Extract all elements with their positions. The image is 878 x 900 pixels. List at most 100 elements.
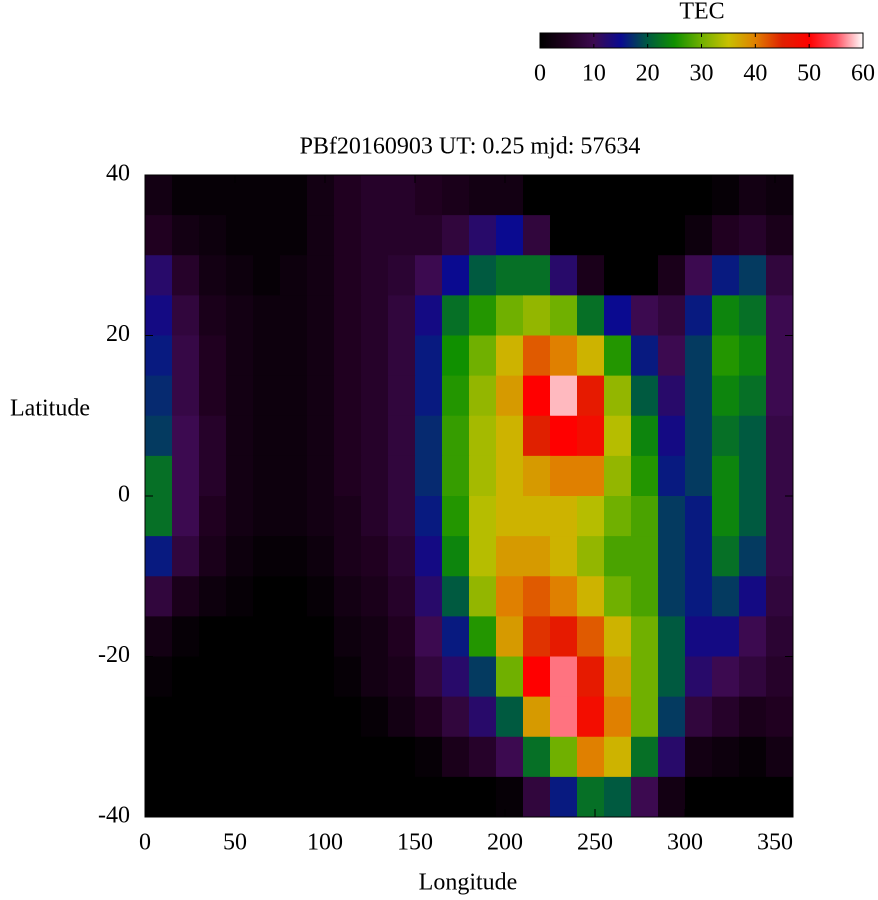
heat-cell (388, 576, 416, 617)
heat-cell (523, 736, 551, 778)
heat-cell (334, 656, 362, 698)
heat-cell (469, 776, 497, 818)
heat-cell (442, 175, 470, 216)
heat-cell (631, 616, 659, 657)
colorbar-title: TEC (679, 0, 724, 25)
heat-cell (361, 335, 389, 377)
heat-cell (631, 335, 659, 377)
heat-cell (604, 375, 632, 417)
heat-cell (226, 455, 254, 497)
heat-cell (496, 295, 524, 336)
heat-cell (469, 295, 497, 336)
heat-cell (739, 736, 767, 778)
heat-cell (361, 415, 389, 457)
heat-cell (685, 335, 713, 377)
heat-cell (388, 536, 416, 577)
heat-cell (334, 255, 362, 296)
heat-cell (604, 736, 632, 778)
x-tick-label: 350 (757, 830, 793, 856)
heat-cell (631, 576, 659, 617)
heat-cell (307, 616, 335, 657)
heat-cell (577, 496, 605, 537)
heat-cell (739, 215, 767, 256)
heat-cell (226, 375, 254, 417)
heat-cell (307, 175, 335, 216)
heat-cell (550, 175, 578, 216)
heat-cell (658, 696, 686, 738)
heat-cell (496, 415, 524, 457)
heat-cell (766, 335, 794, 377)
heat-cell (469, 536, 497, 577)
heat-cell (685, 616, 713, 657)
heat-cell (172, 375, 200, 417)
heat-cell (631, 455, 659, 497)
heat-cell (388, 496, 416, 537)
heat-cell (631, 375, 659, 417)
heat-cell (307, 375, 335, 417)
heat-cell (253, 656, 281, 698)
heat-cell (739, 496, 767, 537)
heat-cell (712, 375, 740, 417)
colorbar-tick-label: 40 (743, 61, 767, 87)
heat-cell (604, 616, 632, 657)
heat-cell (631, 175, 659, 216)
heat-cell (442, 536, 470, 577)
heat-cell (145, 335, 173, 377)
heat-cell (361, 375, 389, 417)
heat-cell (739, 455, 767, 497)
heat-cell (685, 175, 713, 216)
x-tick-label: 100 (307, 830, 343, 856)
heat-cell (658, 736, 686, 778)
heat-cell (739, 696, 767, 738)
heat-cell (766, 215, 794, 256)
heat-cell (766, 415, 794, 457)
heat-cell (712, 175, 740, 216)
heat-cell (550, 536, 578, 577)
heat-cell (766, 536, 794, 577)
heat-cell (280, 576, 308, 617)
heat-cell (496, 656, 524, 698)
heat-cell (415, 576, 443, 617)
colorbar-tick-label: 10 (582, 61, 606, 87)
heat-cell (199, 656, 227, 698)
heat-cell (226, 616, 254, 657)
heat-cell (685, 656, 713, 698)
heat-cell (253, 255, 281, 296)
heat-cell (550, 215, 578, 256)
heat-cell (496, 616, 524, 657)
heat-cell (172, 656, 200, 698)
heat-cell (658, 255, 686, 296)
heat-cell (307, 656, 335, 698)
heat-cell (631, 496, 659, 537)
heat-cell (334, 215, 362, 256)
colorbar-tick-label: 30 (690, 61, 714, 87)
heat-cell (388, 616, 416, 657)
heat-cell (604, 335, 632, 377)
heat-cell (766, 696, 794, 738)
heat-cell (442, 415, 470, 457)
x-axis-label: Longitude (419, 870, 518, 896)
heat-cell (739, 335, 767, 377)
heat-cell (388, 375, 416, 417)
heat-cell (442, 335, 470, 377)
heat-cell (307, 455, 335, 497)
heat-cell (631, 415, 659, 457)
heat-cell (658, 415, 686, 457)
heat-cell (604, 455, 632, 497)
heat-cell (712, 496, 740, 537)
heat-cell (334, 175, 362, 216)
heat-cell (523, 496, 551, 537)
heat-cell (199, 175, 227, 216)
heat-cell (172, 616, 200, 657)
heat-cell (307, 255, 335, 296)
heat-cell (712, 536, 740, 577)
heat-cell (550, 496, 578, 537)
heat-cell (280, 696, 308, 738)
heat-cell (172, 415, 200, 457)
heat-cell (226, 255, 254, 296)
heat-cell (766, 496, 794, 537)
heat-cell (712, 656, 740, 698)
heat-cell (361, 616, 389, 657)
heat-cell (496, 455, 524, 497)
heat-cell (361, 736, 389, 778)
